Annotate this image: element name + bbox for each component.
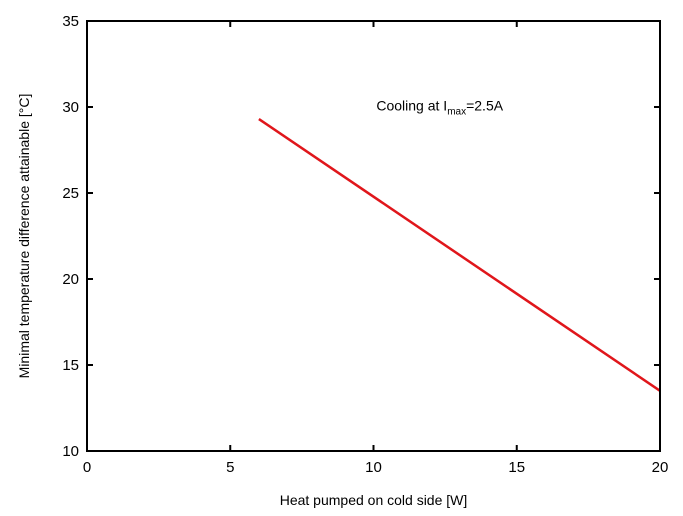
annotation-label: Cooling at Imax=2.5A [376,97,503,117]
y-axis-title: Minimal temperature difference attainabl… [16,94,32,379]
y-tick-label: 20 [62,271,79,288]
ticks-layer [86,20,661,452]
annotation-layer: Cooling at Imax=2.5A [376,97,503,117]
x-tick-label: 15 [508,459,525,476]
y-tick-label: 10 [62,443,79,460]
y-tick-label: 30 [62,99,79,116]
x-tick-label: 10 [365,459,382,476]
x-tick-label: 20 [652,459,669,476]
annotation-part: max [447,106,466,117]
y-tick-label: 35 [62,13,79,30]
plot-frame [86,20,661,452]
x-tick-label: 5 [226,459,234,476]
x-tick-label: 0 [83,459,91,476]
y-tick-label: 15 [62,357,79,374]
y-tick-label: 25 [62,185,79,202]
x-axis-title: Heat pumped on cold side [W] [280,492,468,508]
series-line [258,118,661,392]
annotation-part: Cooling at I [376,97,447,113]
series-layer [258,118,661,392]
tick-label-layer: 0 5 10 15 20 10 15 20 25 30 35 [62,13,668,476]
annotation-part: =2.5A [466,97,504,113]
